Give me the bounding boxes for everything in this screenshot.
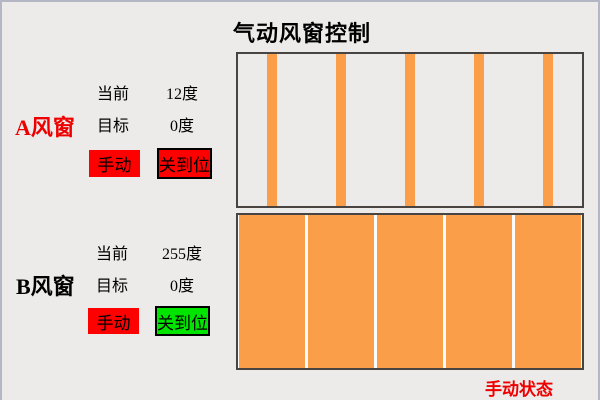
window-slat [446,215,512,368]
window-slat [376,54,445,206]
window-b-slats-panel [236,213,584,370]
window-slat [238,54,307,206]
page-title: 气动风窗控制 [232,21,371,46]
window-a-label: A风窗 [15,115,75,140]
window-slat [513,54,582,206]
window-b-target-label: 目标 [96,278,129,295]
window-a-current-value: 12度 [165,86,198,103]
window-a-slats-panel [236,52,584,208]
window-slat [377,215,443,368]
slat-bar [473,54,484,206]
window-b-target-value: 0度 [169,278,194,295]
window-a-target-label: 目标 [97,118,130,135]
slat-bar [542,54,553,206]
status-text: 手动状态 [485,380,553,399]
window-a-closed-indicator[interactable]: 关到位 [157,148,212,179]
slat-bar [404,54,415,206]
window-slat [307,54,376,206]
window-a-current-label: 当前 [97,86,130,103]
window-a-target-value: 0度 [169,118,194,135]
window-a-manual-button[interactable]: 手动 [89,150,140,177]
slat-bar [267,54,278,206]
window-b-current-value: 255度 [161,246,202,263]
window-slat [444,54,513,206]
window-b-label: B风窗 [16,274,75,299]
window-b-closed-indicator[interactable]: 关到位 [155,306,210,336]
window-slat [308,215,374,368]
window-b-current-label: 当前 [96,246,129,263]
slat-bar [336,54,347,206]
window-b-manual-button[interactable]: 手动 [88,308,139,334]
window-slat [515,215,581,368]
window-slat [239,215,305,368]
